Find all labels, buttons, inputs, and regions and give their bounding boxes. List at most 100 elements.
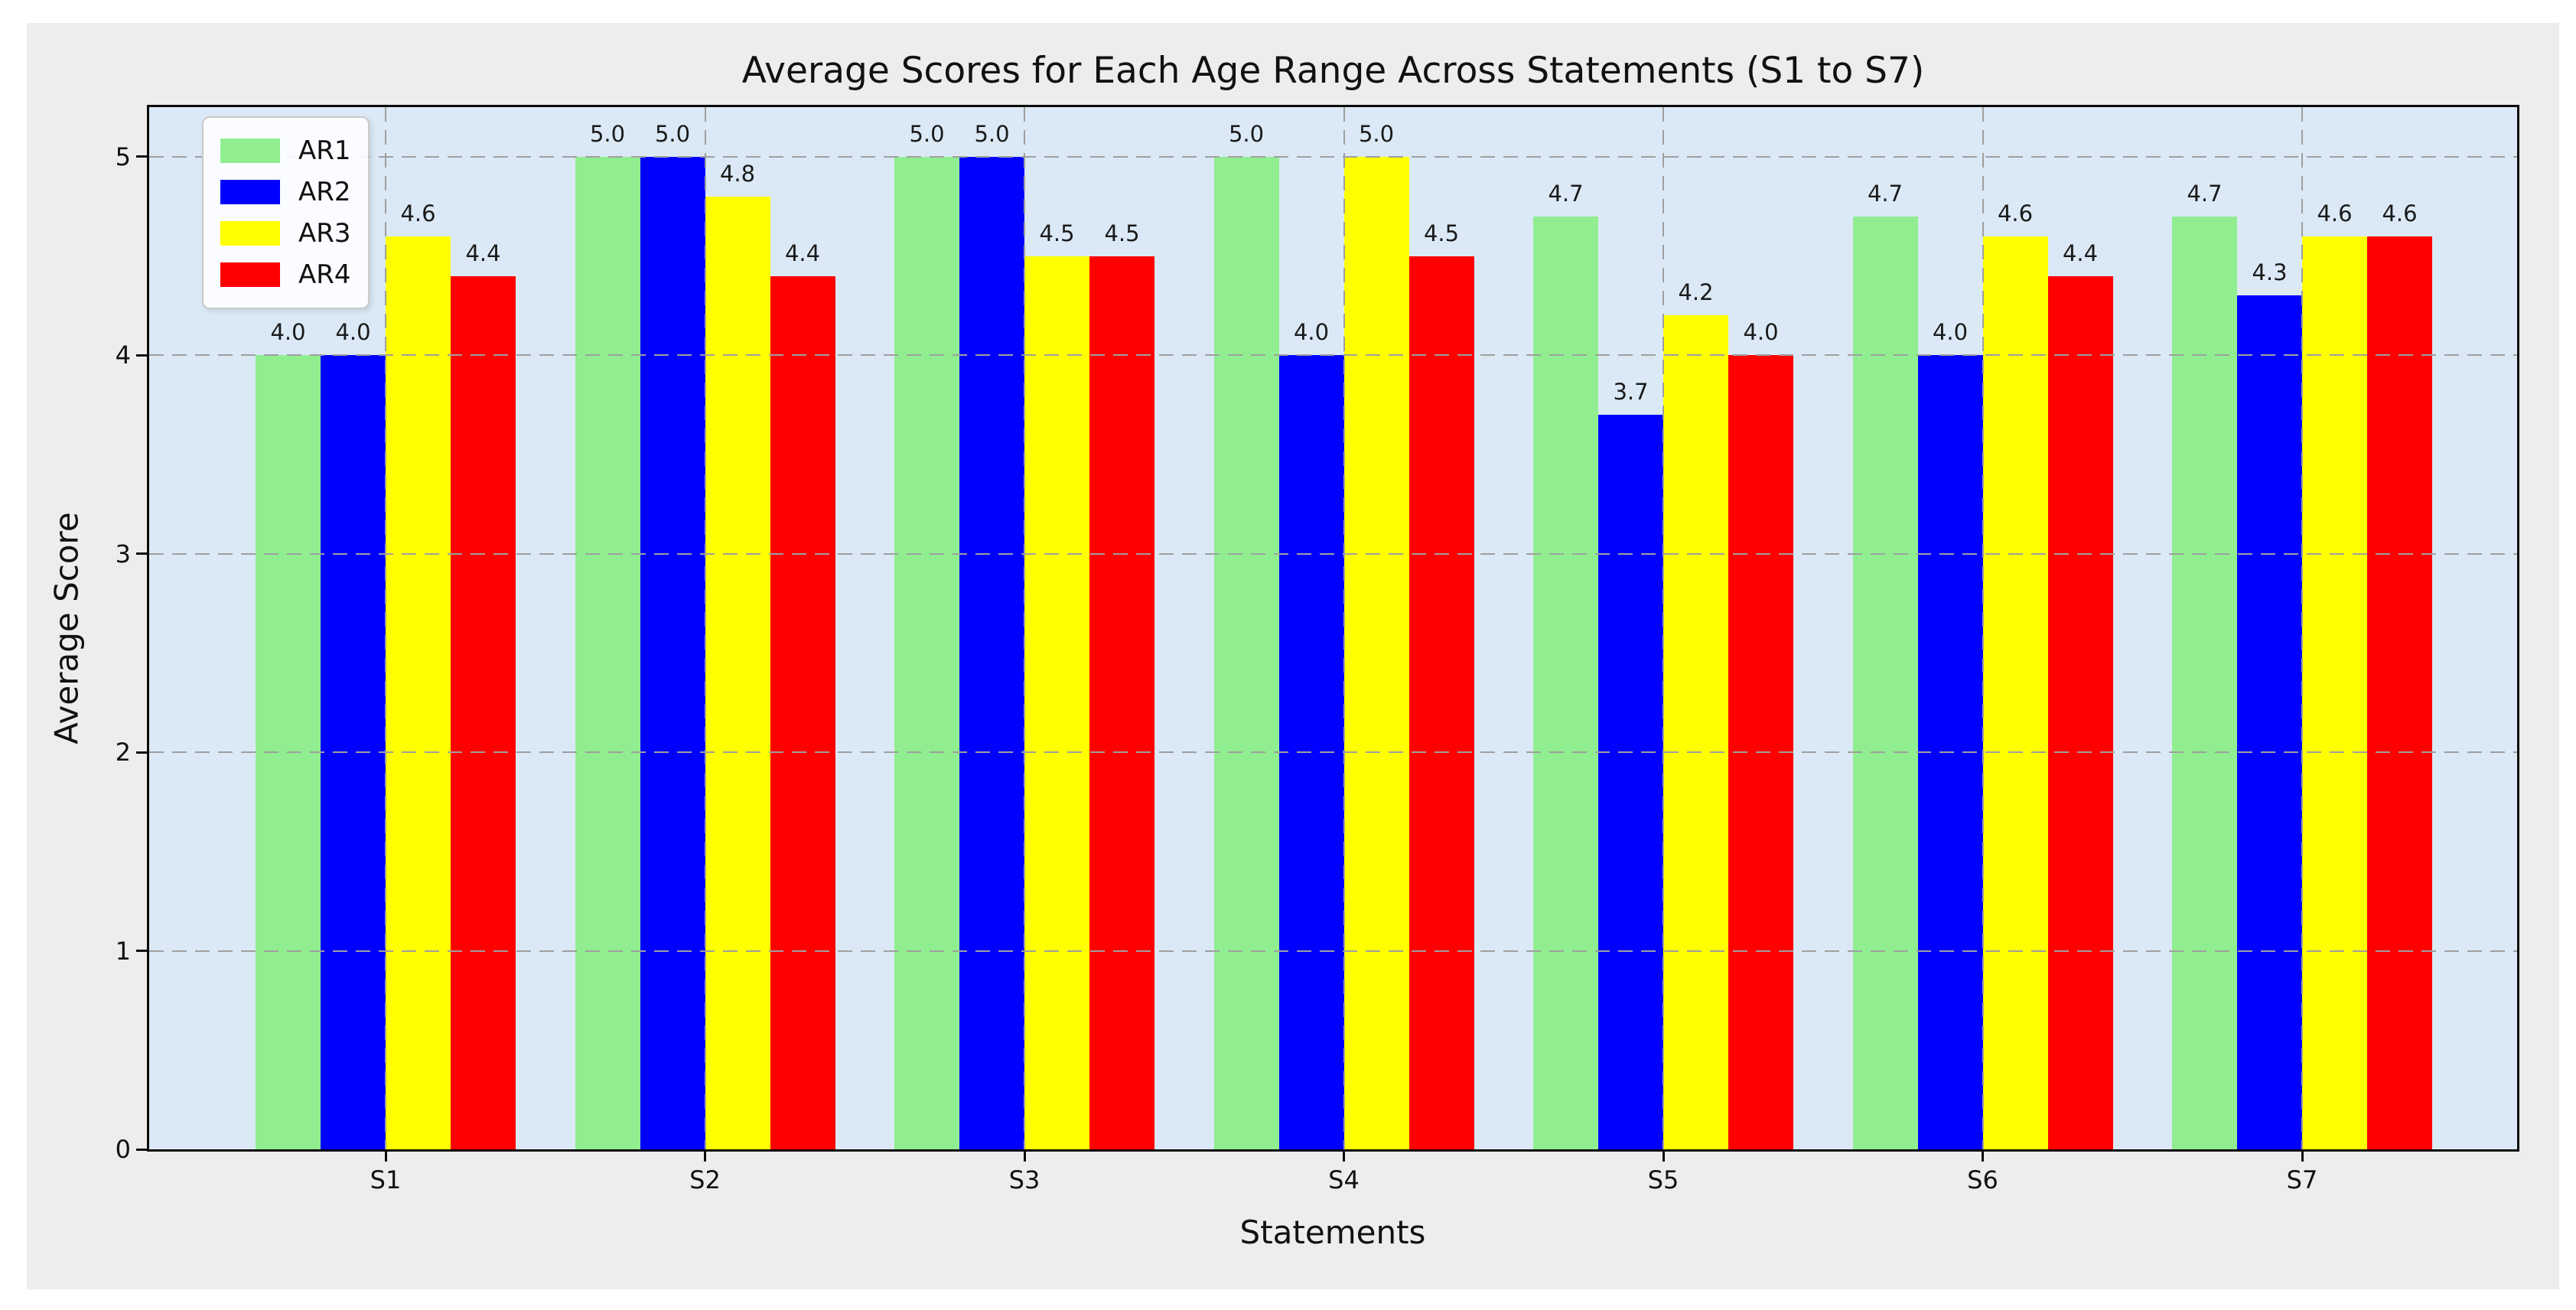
bar-value-label-S3-AR4: 4.5: [1104, 220, 1140, 246]
gridline-v-S3: [1024, 107, 1025, 1149]
y-tick-mark-4: [136, 354, 148, 357]
figure: Average Scores for Each Age Range Across…: [27, 23, 2559, 1289]
bar-value-label-S1-AR3: 4.6: [400, 200, 436, 226]
legend-label-AR2: AR2: [298, 177, 351, 207]
bar-S1-AR3: [386, 236, 451, 1149]
gridline-v-S1: [385, 107, 386, 1149]
bar-S5-AR2: [1598, 415, 1663, 1149]
bar-value-label-S1-AR1: 4.0: [270, 319, 306, 346]
legend-swatch-AR4: [220, 262, 280, 287]
bar-S4-AR3: [1343, 156, 1409, 1149]
legend-label-AR3: AR3: [298, 218, 351, 249]
bar-value-label-S4-AR3: 5.0: [1358, 120, 1395, 147]
bar-value-label-S4-AR1: 5.0: [1228, 120, 1265, 147]
bar-S2-AR2: [640, 156, 705, 1149]
gridline-v-S2: [704, 107, 706, 1149]
gridline-h-4: [149, 354, 2517, 357]
y-tick-label-5: 5: [115, 142, 131, 171]
bar-S7-AR2: [2237, 295, 2302, 1149]
bar-value-label-S2-AR1: 5.0: [589, 120, 626, 147]
bar-S7-AR3: [2302, 236, 2367, 1149]
bar-S2-AR4: [770, 275, 835, 1149]
bar-value-label-S6-AR1: 4.7: [1867, 180, 1904, 207]
y-tick-label-2: 2: [115, 738, 131, 767]
bar-value-label-S6-AR2: 4.0: [1932, 319, 1969, 346]
bar-value-label-S5-AR3: 4.2: [1678, 279, 1714, 306]
legend-label-AR1: AR1: [298, 135, 351, 166]
bar-value-label-S2-AR2: 5.0: [654, 120, 691, 147]
gridline-h-5: [149, 155, 2517, 158]
y-tick-mark-5: [136, 155, 148, 158]
y-tick-mark-1: [136, 950, 148, 953]
bar-value-label-S7-AR3: 4.6: [2317, 200, 2353, 226]
bar-value-label-S5-AR4: 4.0: [1743, 319, 1779, 346]
bar-value-label-S7-AR4: 4.6: [2382, 200, 2418, 226]
bar-value-label-S5-AR1: 4.7: [1548, 180, 1584, 207]
bar-value-label-S7-AR1: 4.7: [2187, 180, 2223, 207]
bar-S3-AR4: [1089, 256, 1154, 1149]
gridline-h-3: [149, 552, 2517, 555]
x-tick-mark-S6: [1982, 1150, 1984, 1162]
x-tick-label-S1: S1: [370, 1165, 402, 1194]
bar-S6-AR1: [1852, 216, 1918, 1149]
bar-value-label-S4-AR4: 4.5: [1423, 220, 1460, 246]
gridline-v-S7: [2301, 107, 2303, 1149]
gridline-h-1: [149, 950, 2517, 952]
bar-value-label-S5-AR2: 3.7: [1613, 379, 1649, 406]
bar-S7-AR4: [2367, 236, 2432, 1149]
plot-area: 4.0 5.0 5.0 5.0 4.7 4.7 4.7 4.0 5.0 5.0 4.0 3.7 4.0 4…: [147, 105, 2519, 1152]
bar-S5-AR3: [1663, 315, 1728, 1149]
bar-S6-AR4: [2047, 275, 2113, 1149]
bar-S3-AR2: [959, 156, 1024, 1149]
bar-S6-AR3: [1982, 236, 2048, 1149]
bar-value-label-S1-AR2: 4.0: [335, 319, 371, 346]
bar-S5-AR1: [1533, 216, 1598, 1149]
gridline-v-S6: [1982, 107, 1984, 1149]
gridline-v-S5: [1663, 107, 1664, 1149]
x-tick-label-S4: S4: [1328, 1165, 1360, 1194]
x-tick-mark-S1: [384, 1150, 387, 1162]
x-axis-label: Statements: [1239, 1214, 1426, 1251]
legend-item-AR1: AR1: [220, 130, 351, 171]
x-tick-mark-S4: [1343, 1150, 1345, 1162]
bar-value-label-S6-AR3: 4.6: [1997, 200, 2034, 226]
bar-value-label-S3-AR2: 5.0: [974, 120, 1010, 147]
bar-value-label-S3-AR1: 5.0: [909, 120, 945, 147]
legend-item-AR3: AR3: [220, 213, 351, 254]
bar-S1-AR4: [451, 275, 516, 1149]
x-tick-label-S5: S5: [1647, 1165, 1679, 1194]
y-tick-mark-3: [136, 552, 148, 556]
x-tick-label-S7: S7: [2286, 1165, 2318, 1194]
x-tick-label-S6: S6: [1967, 1165, 1998, 1194]
legend-swatch-AR2: [220, 180, 280, 204]
legend: AR1 AR2 AR3 AR4: [202, 116, 370, 309]
legend-item-AR4: AR4: [220, 254, 351, 295]
x-tick-mark-S2: [704, 1150, 706, 1162]
bar-value-label-S7-AR2: 4.3: [2252, 259, 2288, 286]
bar-value-label-S6-AR4: 4.4: [2062, 240, 2099, 266]
bar-S3-AR1: [894, 156, 959, 1149]
bar-value-label-S4-AR2: 4.0: [1293, 319, 1330, 346]
gridline-h-2: [149, 751, 2517, 754]
y-tick-label-4: 4: [115, 341, 131, 370]
bar-value-label-S2-AR4: 4.4: [784, 240, 821, 266]
bar-S3-AR3: [1024, 256, 1089, 1149]
y-tick-label-3: 3: [115, 539, 131, 569]
bar-S2-AR1: [575, 156, 640, 1149]
y-tick-label-0: 0: [115, 1135, 131, 1164]
y-tick-mark-0: [136, 1148, 148, 1151]
x-tick-mark-S5: [1662, 1150, 1665, 1162]
x-tick-mark-S7: [2301, 1150, 2304, 1162]
x-tick-mark-S3: [1023, 1150, 1026, 1162]
y-tick-label-1: 1: [115, 936, 131, 966]
legend-swatch-AR1: [220, 138, 280, 163]
bar-value-label-S2-AR3: 4.8: [719, 160, 756, 187]
bar-S4-AR1: [1213, 156, 1279, 1149]
bar-S2-AR3: [705, 196, 770, 1149]
legend-item-AR2: AR2: [220, 171, 351, 213]
bar-value-label-S1-AR4: 4.4: [465, 240, 501, 266]
y-tick-mark-2: [136, 751, 148, 754]
bar-S7-AR1: [2172, 216, 2237, 1149]
bar-S4-AR4: [1408, 256, 1474, 1149]
